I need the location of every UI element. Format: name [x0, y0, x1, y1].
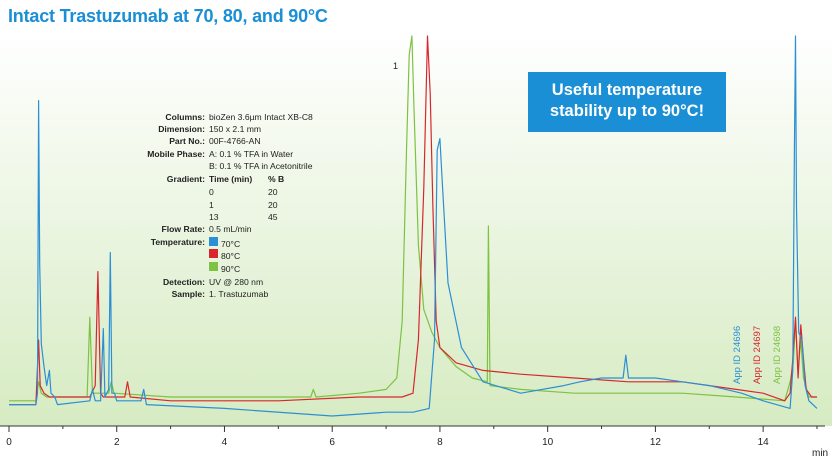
- app-id-70: App ID 24696: [732, 325, 743, 384]
- x-tick-label-6: 6: [329, 437, 335, 448]
- gradient-row-1-time: 1: [209, 200, 214, 210]
- gradient-row-1-b: 20: [268, 200, 278, 210]
- sample-value: 1. Trastuzumab: [209, 289, 269, 299]
- flow-rate-value: 0.5 mL/min: [209, 224, 252, 234]
- detection-value: UV @ 280 nm: [209, 277, 264, 287]
- x-tick-label-0: 0: [6, 437, 12, 448]
- chart-title: Intact Trastuzumab at 70, 80, and 90°C: [8, 6, 328, 26]
- partno-label: Part No.:: [169, 136, 205, 146]
- gradient-row-2-time: 13: [209, 212, 219, 222]
- temp-70-label: 70°C: [221, 239, 241, 249]
- columns-value: bioZen 3.6µm Intact XB-C8: [209, 112, 313, 122]
- sample-label: Sample:: [171, 289, 205, 299]
- gradient-row-2-b: 45: [268, 212, 278, 222]
- mobile-phase-b: B: 0.1 % TFA in Acetonitrile: [209, 161, 313, 171]
- x-tick-layer: 0 2 4 6 8 10 12 14: [6, 426, 818, 448]
- peak-1-label: 1: [393, 61, 398, 71]
- series-layer: [9, 35, 818, 417]
- series-line-70c: [9, 35, 818, 417]
- detection-label: Detection:: [162, 277, 205, 287]
- callout-box: Useful temperature stability up to 90°C!: [528, 72, 726, 132]
- temp-90-label: 90°C: [221, 264, 241, 274]
- gradient-row-0-b: 20: [268, 187, 278, 197]
- dimension-value: 150 x 2.1 mm: [209, 124, 262, 134]
- temp-90-swatch: [209, 262, 218, 271]
- temp-80-label: 80°C: [221, 251, 241, 261]
- callout-line-2: stability up to 90°C!: [549, 102, 705, 120]
- flow-rate-label: Flow Rate:: [161, 224, 205, 234]
- temp-80-swatch: [209, 249, 218, 258]
- callout-line-1: Useful temperature: [551, 81, 703, 99]
- gradient-label: Gradient:: [166, 174, 205, 184]
- dimension-label: Dimension:: [158, 124, 205, 134]
- gradient-col-time: Time (min): [209, 174, 253, 184]
- conditions-panel: Columns: bioZen 3.6µm Intact XB-C8 Dimen…: [0, 112, 400, 312]
- x-tick-label-10: 10: [542, 437, 554, 448]
- mobile-phase-label: Mobile Phase:: [147, 149, 205, 159]
- x-tick-label-12: 12: [650, 437, 662, 448]
- temp-70-swatch: [209, 237, 218, 246]
- temperature-label: Temperature:: [150, 237, 205, 247]
- mobile-phase-a: A: 0.1 % TFA in Water: [209, 149, 294, 159]
- app-id-80: App ID 24697: [752, 325, 763, 384]
- gradient-row-0-time: 0: [209, 187, 214, 197]
- x-axis-label: min: [812, 448, 828, 459]
- x-tick-label-4: 4: [222, 437, 228, 448]
- gradient-col-b: % B: [268, 174, 285, 184]
- x-tick-label-2: 2: [114, 437, 120, 448]
- x-tick-label-14: 14: [758, 437, 770, 448]
- x-tick-label-8: 8: [437, 437, 443, 448]
- series-line-90c: [9, 35, 817, 402]
- app-id-90: App ID 24698: [772, 325, 783, 384]
- partno-value: 00F-4766-AN: [209, 136, 261, 146]
- columns-label: Columns:: [165, 112, 205, 122]
